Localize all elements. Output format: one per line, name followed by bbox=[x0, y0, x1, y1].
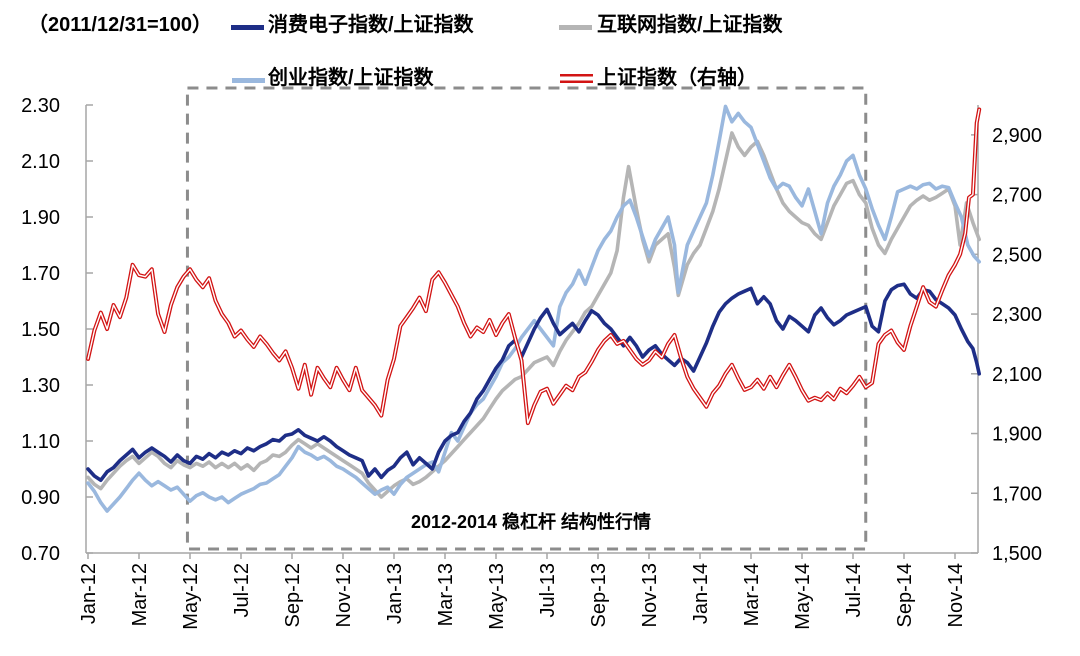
x-axis-tick-label: Nov-14 bbox=[945, 563, 967, 627]
right-axis-tick-label: 2,300 bbox=[992, 304, 1042, 326]
right-axis-tick-label: 2,900 bbox=[992, 125, 1042, 147]
left-axis-tick-label: 1.30 bbox=[21, 375, 60, 397]
left-axis-tick-label: 1.50 bbox=[21, 319, 60, 341]
legend-label-chinext: 创业指数/上证指数 bbox=[268, 67, 434, 89]
left-axis-tick-label: 2.10 bbox=[21, 151, 60, 173]
series-line-0 bbox=[86, 282, 982, 483]
left-axis-tick-label: 2.30 bbox=[21, 95, 60, 117]
series-line-3 bbox=[86, 107, 982, 426]
series-line-1 bbox=[86, 131, 982, 499]
right-axis-tick-label: 2,700 bbox=[992, 185, 1042, 207]
left-axis-tick-label: 0.70 bbox=[21, 543, 60, 565]
left-axis-tick-label: 1.90 bbox=[21, 207, 60, 229]
x-axis-tick-label: Jul-12 bbox=[231, 563, 253, 617]
left-axis-tick-label: 0.90 bbox=[21, 487, 60, 509]
series-line-2 bbox=[86, 104, 982, 513]
x-axis-tick-label: Jul-14 bbox=[843, 563, 865, 617]
x-axis-tick-label: Mar-13 bbox=[435, 563, 457, 626]
right-axis-tick-label: 2,100 bbox=[992, 364, 1042, 386]
x-axis-tick-label: Sep-14 bbox=[894, 563, 916, 628]
left-axis-tick-label: 1.10 bbox=[21, 431, 60, 453]
x-axis-tick-label: Sep-12 bbox=[282, 563, 304, 628]
x-axis-tick-label: Mar-12 bbox=[129, 563, 151, 626]
right-axis-tick-label: 2,500 bbox=[992, 244, 1042, 266]
x-axis-tick-label: Jan-14 bbox=[690, 563, 712, 624]
x-axis-tick-label: Nov-12 bbox=[333, 563, 355, 627]
legend-label-consumer-electronics: 消费电子指数/上证指数 bbox=[268, 14, 474, 36]
x-axis-tick-label: May-14 bbox=[792, 563, 814, 630]
legend-line-consumer-electronics-icon bbox=[231, 25, 264, 30]
highlight-box-annotation: 2012-2014 稳杠杆 结构性行情 bbox=[410, 512, 652, 532]
right-axis-tick-label: 1,500 bbox=[992, 543, 1042, 565]
left-axis-tick-label: 1.70 bbox=[21, 263, 60, 285]
legend-line-internet-icon bbox=[559, 25, 592, 30]
legend-line-shanghai-composite-icon bbox=[560, 74, 593, 83]
x-axis-tick-label: May-13 bbox=[486, 563, 508, 630]
x-axis-tick-label: Jul-13 bbox=[537, 563, 559, 617]
x-axis-tick-label: Sep-13 bbox=[588, 563, 610, 628]
chart-title: （2011/12/31=100） bbox=[28, 14, 213, 36]
x-axis-tick-label: Nov-13 bbox=[639, 563, 661, 627]
right-axis-tick-label: 1,700 bbox=[992, 483, 1042, 505]
x-axis-tick-label: Mar-14 bbox=[741, 563, 763, 626]
right-axis-tick-label: 1,900 bbox=[992, 424, 1042, 446]
x-axis-tick-label: May-12 bbox=[180, 563, 202, 630]
x-axis-tick-label: Jan-13 bbox=[384, 563, 406, 624]
legend-line-chinext-icon bbox=[232, 78, 265, 83]
x-axis-tick-label: Jan-12 bbox=[78, 563, 100, 624]
legend-label-internet: 互联网指数/上证指数 bbox=[597, 14, 783, 36]
series-line-3-core bbox=[87, 108, 980, 424]
legend-label-shanghai-composite: 上证指数（右轴） bbox=[597, 67, 757, 89]
